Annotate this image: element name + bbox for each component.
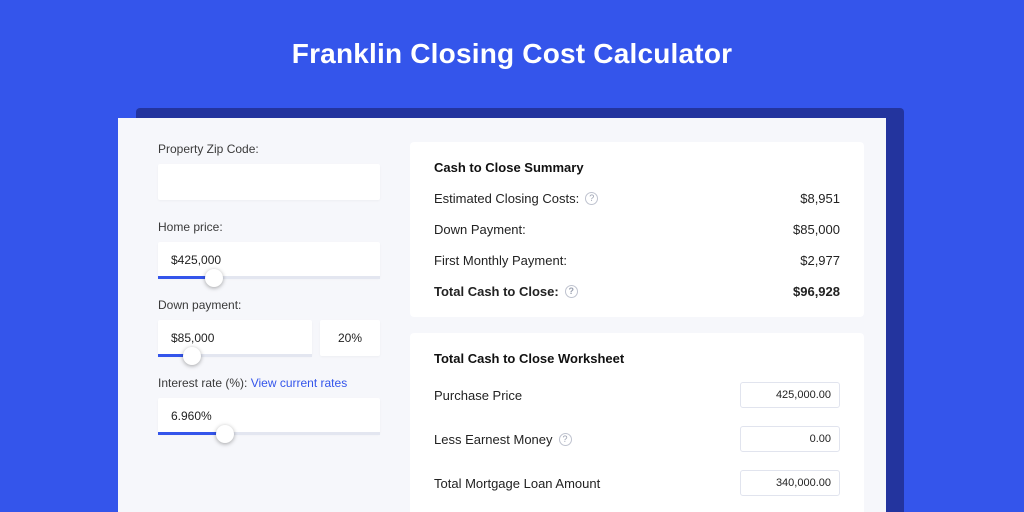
inputs-column: Property Zip Code: Home price: Down paym… [158, 142, 380, 512]
summary-title: Cash to Close Summary [434, 160, 840, 175]
interest-rate-field: Interest rate (%): View current rates [158, 376, 380, 434]
down-payment-slider[interactable] [158, 320, 312, 356]
zip-label: Property Zip Code: [158, 142, 380, 156]
worksheet-row-label: Purchase Price [434, 388, 522, 403]
summary-row: Down Payment: $85,000 [434, 222, 840, 237]
worksheet-row-label: Total Mortgage Loan Amount [434, 476, 600, 491]
page-title: Franklin Closing Cost Calculator [0, 38, 1024, 70]
calculator-card: Property Zip Code: Home price: Down paym… [118, 118, 886, 512]
worksheet-row-input[interactable] [740, 470, 840, 496]
home-price-input[interactable] [158, 242, 380, 278]
results-column: Cash to Close Summary Estimated Closing … [380, 142, 864, 512]
zip-field: Property Zip Code: [158, 142, 380, 200]
home-price-label: Home price: [158, 220, 380, 234]
worksheet-row-input[interactable] [740, 426, 840, 452]
summary-row-label: Estimated Closing Costs:? [434, 191, 598, 206]
down-payment-input[interactable] [158, 320, 312, 356]
help-icon[interactable]: ? [559, 433, 572, 446]
home-price-slider[interactable] [158, 242, 380, 278]
summary-row-label: First Monthly Payment: [434, 253, 567, 268]
summary-row: Estimated Closing Costs:? $8,951 [434, 191, 840, 206]
interest-rate-slider[interactable] [158, 398, 380, 434]
worksheet-row-label: Less Earnest Money? [434, 432, 572, 447]
summary-row-label-text: First Monthly Payment: [434, 253, 567, 268]
interest-rate-input[interactable] [158, 398, 380, 434]
summary-row-label: Total Cash to Close:? [434, 284, 578, 299]
summary-row: Total Cash to Close:? $96,928 [434, 284, 840, 299]
worksheet-row: Purchase Price [434, 382, 840, 408]
summary-row-label-text: Estimated Closing Costs: [434, 191, 579, 206]
summary-row-value: $2,977 [800, 253, 840, 268]
summary-row: First Monthly Payment: $2,977 [434, 253, 840, 268]
slider-thumb[interactable] [205, 269, 223, 287]
summary-row-label-text: Total Cash to Close: [434, 284, 559, 299]
summary-row-value: $96,928 [793, 284, 840, 299]
help-icon[interactable]: ? [585, 192, 598, 205]
slider-thumb[interactable] [183, 347, 201, 365]
worksheet-row: Total Mortgage Loan Amount [434, 470, 840, 496]
slider-thumb[interactable] [216, 425, 234, 443]
view-rates-link[interactable]: View current rates [251, 376, 348, 390]
interest-rate-label: Interest rate (%): View current rates [158, 376, 380, 390]
summary-row-label: Down Payment: [434, 222, 526, 237]
page-background: Franklin Closing Cost Calculator Propert… [0, 0, 1024, 512]
worksheet-row-label-text: Purchase Price [434, 388, 522, 403]
slider-fill [158, 432, 225, 435]
worksheet-row: Less Earnest Money? [434, 426, 840, 452]
worksheet-row-input[interactable] [740, 382, 840, 408]
worksheet-row-label-text: Total Mortgage Loan Amount [434, 476, 600, 491]
down-payment-percent: 20% [320, 320, 380, 356]
worksheet-panel: Total Cash to Close Worksheet Purchase P… [410, 333, 864, 512]
home-price-field: Home price: [158, 220, 380, 278]
summary-row-label-text: Down Payment: [434, 222, 526, 237]
summary-panel: Cash to Close Summary Estimated Closing … [410, 142, 864, 317]
down-payment-field: Down payment: 20% [158, 298, 380, 356]
summary-row-value: $85,000 [793, 222, 840, 237]
zip-input[interactable] [158, 164, 380, 200]
interest-rate-label-text: Interest rate (%): [158, 376, 251, 390]
down-payment-label: Down payment: [158, 298, 380, 312]
worksheet-row-label-text: Less Earnest Money [434, 432, 553, 447]
summary-row-value: $8,951 [800, 191, 840, 206]
help-icon[interactable]: ? [565, 285, 578, 298]
worksheet-title: Total Cash to Close Worksheet [434, 351, 840, 366]
